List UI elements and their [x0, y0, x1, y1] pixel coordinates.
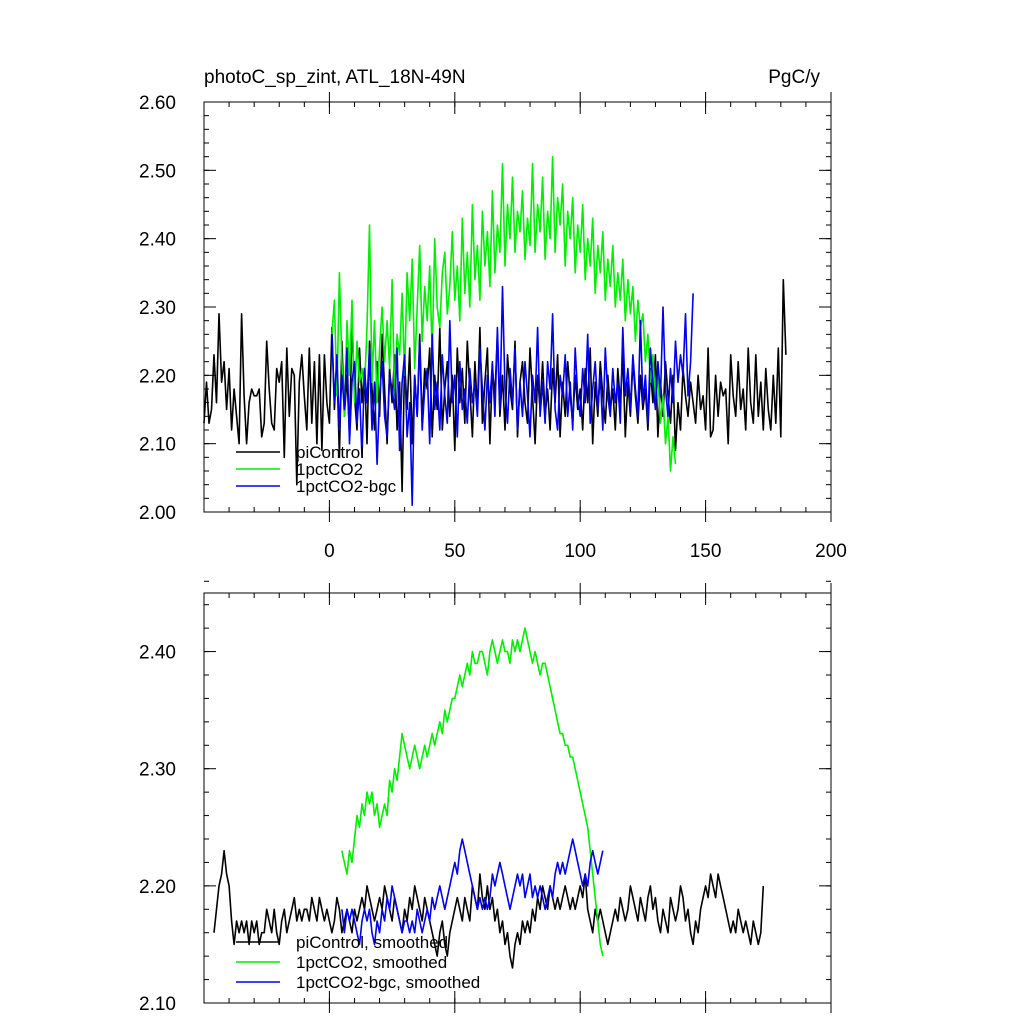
- series-line: [341, 627, 604, 957]
- y-tick-label: 2.20: [139, 366, 176, 387]
- y-tick-label: 2.60: [139, 93, 176, 114]
- legend-label: 1pctCO2-bgc: [296, 477, 397, 496]
- legend-label: piControl, smoothed: [296, 933, 448, 952]
- y-tick-label: 2.30: [139, 760, 176, 781]
- legend-label: piControl: [296, 443, 364, 462]
- series-line: [331, 155, 677, 472]
- series-line: [331, 285, 694, 507]
- legend-label: 1pctCO2: [296, 460, 363, 479]
- x-tick-label: 200: [815, 541, 847, 562]
- series-line: [341, 838, 604, 946]
- y-tick-label: 2.40: [139, 643, 176, 664]
- y-tick-label: 2.50: [139, 161, 176, 182]
- chart-title: photoC_sp_zint, ATL_18N-49N: [204, 67, 466, 88]
- y-tick-label: 2.30: [139, 298, 176, 319]
- y-tick-label: 2.10: [139, 994, 176, 1015]
- x-tick-label: 0: [324, 541, 335, 562]
- series-line: [203, 278, 787, 493]
- legend-label: 1pctCO2-bgc, smoothed: [296, 973, 480, 992]
- x-tick-label: 50: [444, 541, 465, 562]
- x-tick-label: 100: [564, 541, 596, 562]
- y-tick-label: 2.10: [139, 435, 176, 456]
- units-label: PgC/y: [768, 67, 820, 88]
- y-tick-label: 2.20: [139, 877, 176, 898]
- y-tick-label: 2.00: [139, 503, 176, 524]
- legend-label: 1pctCO2, smoothed: [296, 953, 447, 972]
- x-tick-label: 150: [690, 541, 722, 562]
- top-panel: photoC_sp_zint, ATL_18N-49N PgC/y 0 50 100…: [139, 67, 847, 562]
- plot-frame: [203, 592, 832, 1004]
- y-tick-label: 2.40: [139, 230, 176, 251]
- series-line: [213, 849, 765, 969]
